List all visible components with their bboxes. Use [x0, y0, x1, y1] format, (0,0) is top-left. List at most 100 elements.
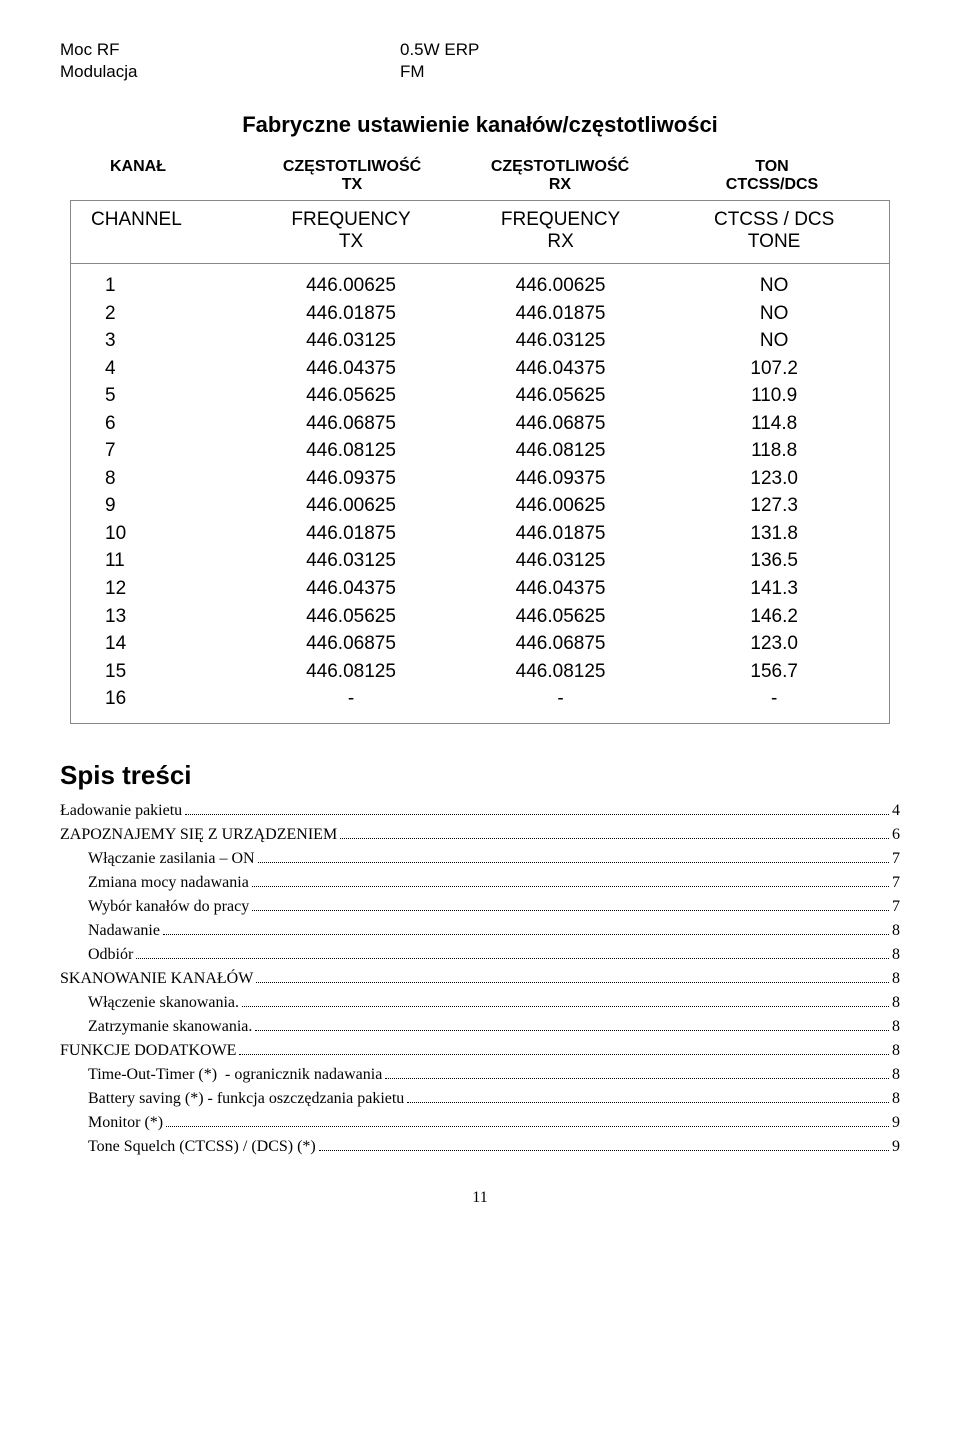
- cell-rx: 446.00625: [456, 272, 666, 300]
- cell-ch: 14: [77, 630, 246, 658]
- col-en-freq-rx-l1: FREQUENCY: [501, 209, 620, 230]
- table-row: 12446.04375446.04375141.3: [77, 575, 883, 603]
- cell-rx: 446.04375: [456, 355, 666, 383]
- toc-page: 8: [892, 1063, 900, 1087]
- col-pl-freq-tx-l2: TX: [342, 176, 362, 193]
- cell-tx: 446.06875: [246, 410, 456, 438]
- toc-label: Włączenie skanowania.: [60, 991, 239, 1015]
- cell-tx: 446.03125: [246, 547, 456, 575]
- table-row: 4446.04375446.04375107.2: [77, 355, 883, 383]
- cell-rx: 446.06875: [456, 630, 666, 658]
- toc-row: Nadawanie 8: [60, 919, 900, 943]
- toc-label: Monitor (*): [60, 1111, 163, 1135]
- table-row: 2446.01875446.01875NO: [77, 300, 883, 328]
- toc-label: Nadawanie: [60, 919, 160, 943]
- frequency-table-body: 1446.00625446.00625NO2446.01875446.01875…: [71, 264, 889, 723]
- toc-label: Zmiana mocy nadawania: [60, 871, 249, 895]
- cell-tone: NO: [665, 327, 883, 355]
- toc-label: Włączanie zasilania – ON: [60, 847, 255, 871]
- cell-ch: 10: [77, 520, 246, 548]
- spec-value: 0.5W ERP: [400, 40, 479, 60]
- toc: Ładowanie pakietu4ZAPOZNAJEMY SIĘ Z URZĄ…: [60, 799, 900, 1159]
- cell-ch: 12: [77, 575, 246, 603]
- col-en-channel: CHANNEL: [91, 209, 182, 230]
- toc-page: 7: [892, 847, 900, 871]
- toc-leader: [407, 1090, 889, 1103]
- cell-tone: 146.2: [665, 603, 883, 631]
- toc-leader: [340, 826, 889, 839]
- cell-rx: 446.01875: [456, 520, 666, 548]
- cell-ch: 6: [77, 410, 246, 438]
- toc-row: FUNKCJE DODATKOWE 8: [60, 1039, 900, 1063]
- toc-row: Włączenie skanowania. 8: [60, 991, 900, 1015]
- toc-leader: [252, 898, 889, 911]
- cell-tx: 446.04375: [246, 355, 456, 383]
- cell-ch: 8: [77, 465, 246, 493]
- cell-ch: 5: [77, 382, 246, 410]
- cell-tone: 118.8: [665, 437, 883, 465]
- cell-tx: 446.01875: [246, 300, 456, 328]
- column-headers-en: CHANNEL FREQUENCY TX FREQUENCY RX CTCSS …: [71, 201, 889, 264]
- cell-tx: -: [246, 685, 456, 713]
- col-en-tone-l1: CTCSS / DCS: [714, 209, 834, 230]
- cell-ch: 15: [77, 658, 246, 686]
- toc-page: 8: [892, 919, 900, 943]
- toc-label: Wybór kanałów do pracy: [60, 895, 249, 919]
- cell-rx: 446.08125: [456, 437, 666, 465]
- cell-ch: 1: [77, 272, 246, 300]
- cell-rx: 446.01875: [456, 300, 666, 328]
- col-pl-tone-l1: TON: [755, 158, 788, 175]
- toc-row: SKANOWANIE KANAŁÓW8: [60, 967, 900, 991]
- toc-row: Włączanie zasilania – ON 7: [60, 847, 900, 871]
- col-pl-tone-l2: CTCSS/DCS: [726, 176, 818, 193]
- cell-tone: 107.2: [665, 355, 883, 383]
- toc-title: Spis treści: [60, 760, 900, 791]
- section-title: Fabryczne ustawienie kanałów/częstotliwo…: [60, 112, 900, 138]
- toc-leader: [258, 850, 889, 863]
- toc-label: Ładowanie pakietu: [60, 799, 182, 823]
- table-row: 11446.03125446.03125136.5: [77, 547, 883, 575]
- col-pl-freq-rx-l1: CZĘSTOTLIWOŚĆ: [491, 158, 629, 175]
- cell-tx: 446.04375: [246, 575, 456, 603]
- cell-tx: 446.03125: [246, 327, 456, 355]
- table-row: 8446.09375446.09375123.0: [77, 465, 883, 493]
- frequency-table: CHANNEL FREQUENCY TX FREQUENCY RX CTCSS …: [70, 200, 890, 724]
- cell-tx: 446.08125: [246, 437, 456, 465]
- toc-page: 8: [892, 1039, 900, 1063]
- cell-tx: 446.05625: [246, 382, 456, 410]
- toc-row: Tone Squelch (CTCSS) / (DCS) (*)9: [60, 1135, 900, 1159]
- toc-page: 7: [892, 895, 900, 919]
- table-row: 14446.06875446.06875123.0: [77, 630, 883, 658]
- toc-row: Zmiana mocy nadawania7: [60, 871, 900, 895]
- cell-tone: 131.8: [665, 520, 883, 548]
- toc-page: 4: [892, 799, 900, 823]
- toc-row: Time-Out-Timer (*) - ogranicznik nadawan…: [60, 1063, 900, 1087]
- table-row: 13446.05625446.05625146.2: [77, 603, 883, 631]
- table-row: 5446.05625446.05625110.9: [77, 382, 883, 410]
- toc-row: Battery saving (*) - funkcja oszczędzani…: [60, 1087, 900, 1111]
- col-pl-freq-rx-l2: RX: [549, 176, 571, 193]
- toc-row: Ładowanie pakietu 4: [60, 799, 900, 823]
- toc-label: Odbiór: [60, 943, 133, 967]
- cell-rx: 446.09375: [456, 465, 666, 493]
- spec-row: ModulacjaFM: [60, 62, 900, 82]
- cell-rx: 446.04375: [456, 575, 666, 603]
- cell-ch: 7: [77, 437, 246, 465]
- toc-leader: [256, 970, 889, 983]
- toc-label: Time-Out-Timer (*) - ogranicznik nadawan…: [60, 1063, 382, 1087]
- toc-page: 8: [892, 967, 900, 991]
- toc-page: 8: [892, 991, 900, 1015]
- toc-row: Monitor (*)9: [60, 1111, 900, 1135]
- cell-rx: 446.03125: [456, 547, 666, 575]
- cell-tone: 136.5: [665, 547, 883, 575]
- toc-page: 8: [892, 1015, 900, 1039]
- toc-leader: [385, 1066, 889, 1079]
- cell-tone: 156.7: [665, 658, 883, 686]
- toc-label: Battery saving (*) - funkcja oszczędzani…: [60, 1087, 404, 1111]
- cell-tone: 141.3: [665, 575, 883, 603]
- toc-row: Wybór kanałów do pracy 7: [60, 895, 900, 919]
- toc-label: FUNKCJE DODATKOWE: [60, 1039, 236, 1063]
- cell-ch: 11: [77, 547, 246, 575]
- cell-ch: 3: [77, 327, 246, 355]
- cell-rx: 446.05625: [456, 603, 666, 631]
